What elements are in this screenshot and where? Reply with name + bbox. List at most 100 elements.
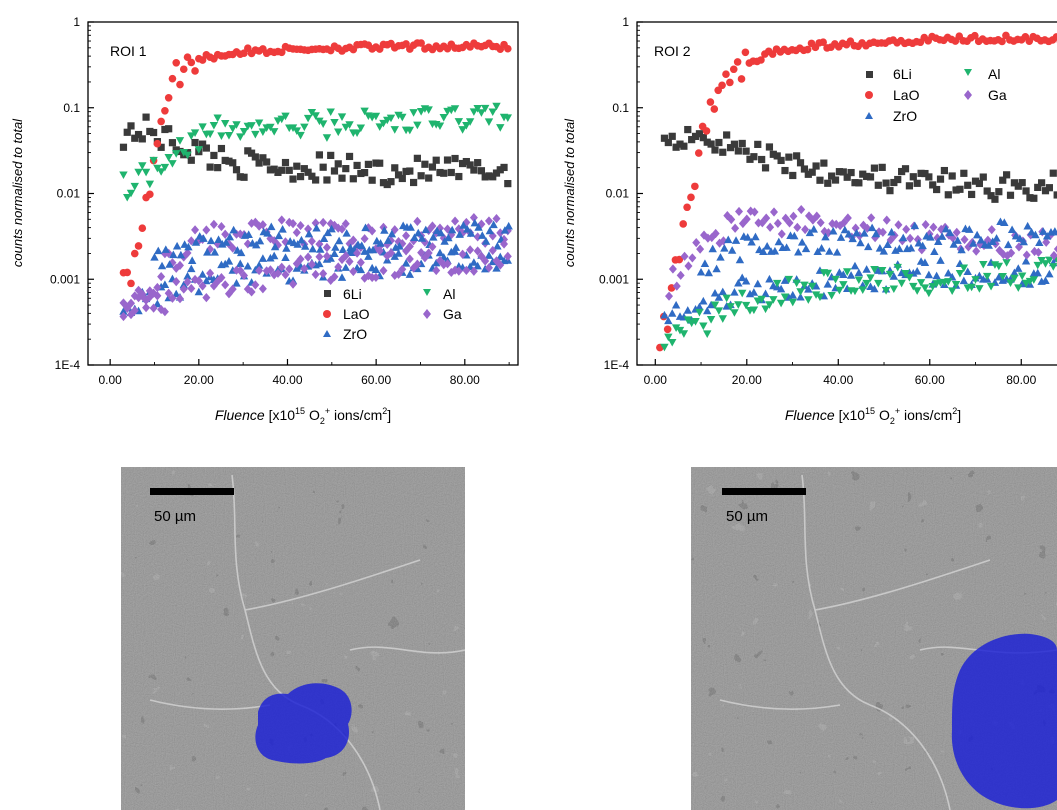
data-point	[417, 39, 425, 47]
data-point	[458, 249, 467, 259]
data-point	[862, 279, 871, 288]
data-point	[668, 338, 677, 347]
data-point	[741, 276, 751, 285]
data-point	[451, 216, 460, 226]
data-point	[202, 293, 211, 303]
data-point	[146, 190, 154, 199]
data-point	[780, 293, 790, 302]
data-point	[808, 168, 816, 176]
data-point	[864, 242, 873, 251]
data-point	[496, 228, 505, 238]
data-point	[722, 70, 730, 79]
data-point	[130, 182, 139, 191]
data-point	[788, 298, 797, 307]
data-point	[318, 120, 328, 129]
data-point	[165, 260, 174, 268]
data-point	[1052, 33, 1057, 41]
data-point	[804, 285, 813, 293]
data-point	[975, 179, 983, 188]
data-point	[663, 325, 672, 334]
data-point	[311, 112, 320, 120]
data-point	[417, 248, 426, 258]
data-point	[758, 155, 766, 164]
data-point	[777, 229, 786, 239]
data-point	[660, 310, 669, 319]
data-point	[710, 301, 720, 310]
data-point	[405, 254, 414, 264]
data-point	[975, 285, 984, 293]
data-point	[680, 142, 688, 150]
data-point	[334, 236, 344, 245]
legend-label-zro: ZrO	[343, 326, 367, 342]
data-point	[819, 38, 827, 47]
data-point	[1041, 276, 1050, 284]
data-point	[664, 138, 672, 147]
data-point	[784, 275, 794, 284]
data-point	[941, 224, 951, 233]
data-point	[172, 146, 180, 154]
data-point	[949, 240, 958, 248]
data-point	[134, 130, 143, 139]
data-point	[881, 287, 891, 295]
data-point	[168, 139, 177, 147]
data-point	[342, 229, 351, 237]
data-point	[762, 241, 772, 250]
data-point	[1007, 248, 1016, 258]
data-point	[991, 195, 999, 203]
data-point	[889, 285, 899, 294]
data-point	[206, 236, 216, 245]
data-point	[301, 242, 310, 250]
data-point	[714, 293, 724, 301]
data-point	[874, 279, 883, 288]
data-point	[801, 244, 811, 253]
data-point	[402, 167, 410, 176]
data-point	[345, 152, 354, 161]
data-point	[469, 266, 478, 276]
data-point	[303, 114, 313, 123]
data-point	[413, 259, 422, 269]
legend: 6Li LaO ZrO Al Ga	[865, 66, 1007, 124]
data-point	[793, 152, 801, 160]
data-point	[863, 172, 871, 181]
data-point	[221, 238, 231, 246]
data-point	[142, 113, 150, 121]
data-point	[451, 154, 459, 163]
data-point	[263, 228, 272, 237]
data-point	[858, 286, 867, 295]
data-point	[940, 166, 949, 175]
data-point	[131, 134, 139, 142]
data-point	[477, 109, 486, 117]
data-point	[273, 268, 282, 278]
data-point	[127, 122, 135, 130]
data-point	[782, 243, 791, 251]
data-point	[699, 322, 708, 331]
data-point	[465, 118, 475, 126]
data-point	[183, 248, 192, 258]
data-point	[322, 251, 331, 261]
data-point	[743, 233, 752, 241]
data-point	[488, 245, 497, 256]
data-point	[924, 289, 934, 298]
data-point	[281, 270, 290, 280]
data-point	[909, 173, 917, 181]
data-point	[161, 107, 169, 115]
data-point	[757, 56, 765, 64]
data-point	[816, 176, 824, 184]
data-point	[1002, 259, 1011, 267]
data-point	[851, 223, 860, 233]
data-point	[761, 305, 770, 314]
data-point	[800, 165, 809, 173]
data-point	[130, 291, 139, 301]
data-point	[987, 225, 996, 235]
data-point	[883, 240, 892, 249]
data-point	[436, 168, 444, 177]
data-point	[794, 247, 803, 256]
data-point	[175, 294, 184, 304]
data-point	[1006, 279, 1015, 288]
panel-label: ROI 2	[654, 43, 691, 59]
data-point	[138, 135, 146, 143]
data-point	[504, 221, 513, 230]
data-point	[878, 163, 886, 171]
scale-bar-label: 50 µm	[726, 508, 768, 525]
data-point	[503, 251, 512, 261]
